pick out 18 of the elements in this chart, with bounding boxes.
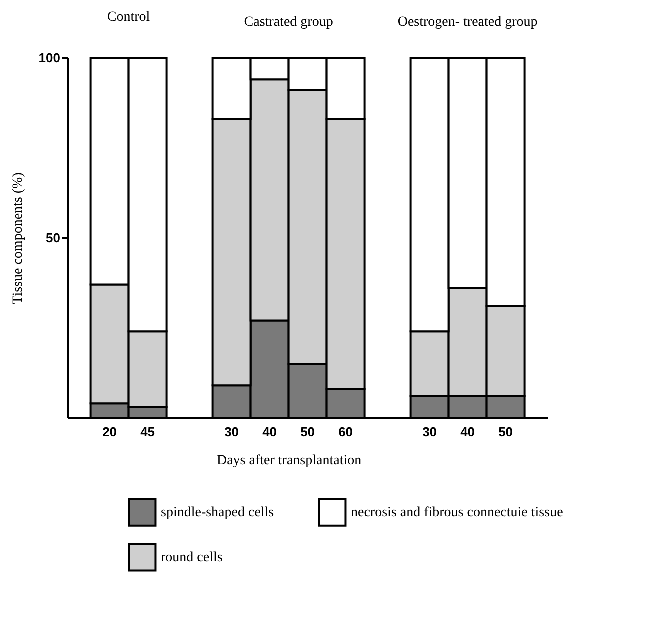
chart-title: Control (107, 10, 150, 25)
x-tick-label: 20 (102, 424, 118, 440)
x-tick-label: 50 (498, 424, 514, 440)
x-tick-label: 45 (140, 424, 156, 440)
chart-title: Oestrogen- treated group (398, 15, 538, 30)
y-tick-label: 100 (38, 50, 60, 66)
y-axis-title: Tissue components (%) (10, 172, 26, 304)
x-tick-label: 30 (422, 424, 438, 440)
x-tick-label: 50 (300, 424, 316, 440)
x-tick-label: 40 (262, 424, 278, 440)
legend-label: necrosis and fibrous connectuie tissue (351, 506, 564, 521)
legend-label: spindle-shaped cells (161, 506, 274, 521)
x-tick-label: 60 (338, 424, 354, 440)
chart-title: Castrated group (244, 15, 334, 30)
x-tick-label: 30 (224, 424, 240, 440)
x-axis-title: Days after transplantation (216, 454, 362, 468)
legend-label: round cells (161, 550, 223, 566)
x-tick-label: 40 (460, 424, 476, 440)
